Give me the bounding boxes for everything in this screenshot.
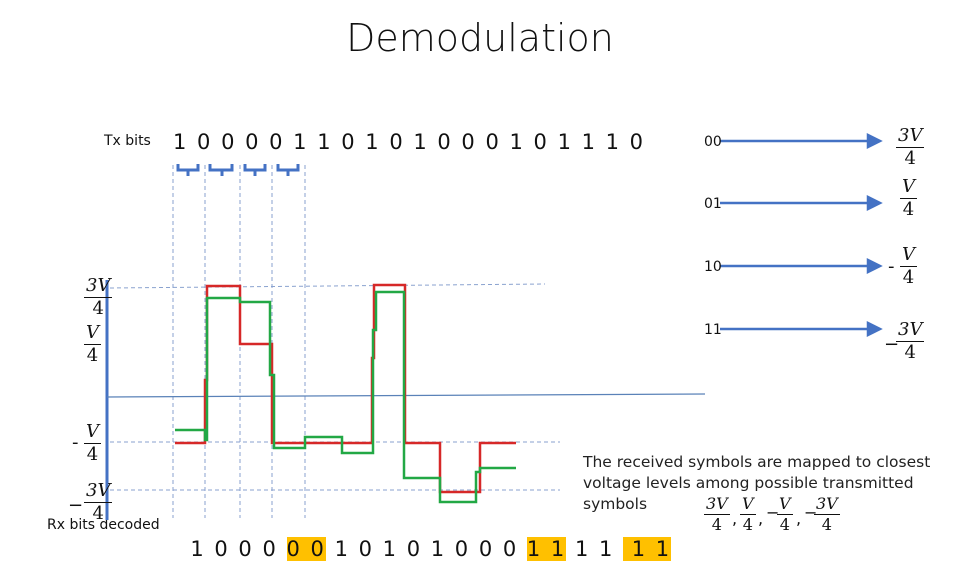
waveform-diagram bbox=[105, 132, 883, 520]
axis-level-4-sign: − bbox=[68, 495, 84, 516]
mapping-symbol-10: 10 bbox=[704, 259, 722, 275]
note-level-4: 3V 4 bbox=[814, 494, 840, 534]
note-separator: , bbox=[732, 509, 738, 528]
rx-bits-segment: 1 0 1 0 1 0 0 0 bbox=[325, 537, 527, 561]
rx-bits-segment-highlighted: 0 0 bbox=[286, 537, 326, 561]
note-separator: , bbox=[796, 509, 802, 528]
tx-bits-sequence: 1 0 0 0 0 1 1 0 1 0 1 0 0 0 1 0 1 1 1 0 bbox=[173, 130, 646, 154]
note-separator: , bbox=[758, 509, 764, 528]
symbol-braces bbox=[176, 164, 300, 176]
mapping-symbol-01: 01 bbox=[704, 196, 722, 212]
tx-bits-label: Tx bits bbox=[104, 133, 151, 149]
rx-bits-segment-highlighted: 1 1 bbox=[623, 537, 672, 561]
mapping-level-00: 3V 4 bbox=[896, 125, 925, 169]
note-level-1: 3V 4 bbox=[704, 494, 730, 534]
mapping-level-11: 3V 4 bbox=[896, 319, 925, 363]
rx-signal-line bbox=[175, 290, 516, 504]
mapping-symbol-11: 11 bbox=[704, 322, 722, 338]
mapping-sign-11: − bbox=[884, 334, 900, 355]
brace-2 bbox=[208, 164, 234, 176]
level-lines bbox=[109, 283, 560, 491]
note-sign-4: − bbox=[804, 503, 818, 522]
note-sign-3: − bbox=[766, 503, 780, 522]
brace-3 bbox=[243, 164, 267, 176]
axis-level-1: 3V 4 bbox=[84, 275, 113, 319]
mapping-note: The received symbols are mapped to close… bbox=[583, 453, 931, 513]
rx-bits-segment-highlighted: 1 1 bbox=[526, 537, 567, 561]
axis-level-3-sign: - bbox=[72, 432, 79, 453]
tx-signal-line bbox=[175, 283, 516, 494]
symbol-guides bbox=[172, 165, 306, 518]
rx-bits-label: Rx bits decoded bbox=[47, 517, 160, 533]
brace-4 bbox=[276, 164, 300, 176]
brace-1 bbox=[176, 164, 200, 176]
mapping-symbol-00: 00 bbox=[704, 134, 722, 150]
mapping-sign-10: - bbox=[888, 256, 895, 277]
mapping-arrows bbox=[720, 132, 883, 338]
rx-bits-segment: 1 1 bbox=[566, 537, 624, 561]
page-title: Demodulation bbox=[346, 16, 614, 60]
axis-level-4: 3V 4 bbox=[84, 480, 113, 524]
rx-bits-segment: 1 0 0 0 bbox=[190, 537, 287, 561]
